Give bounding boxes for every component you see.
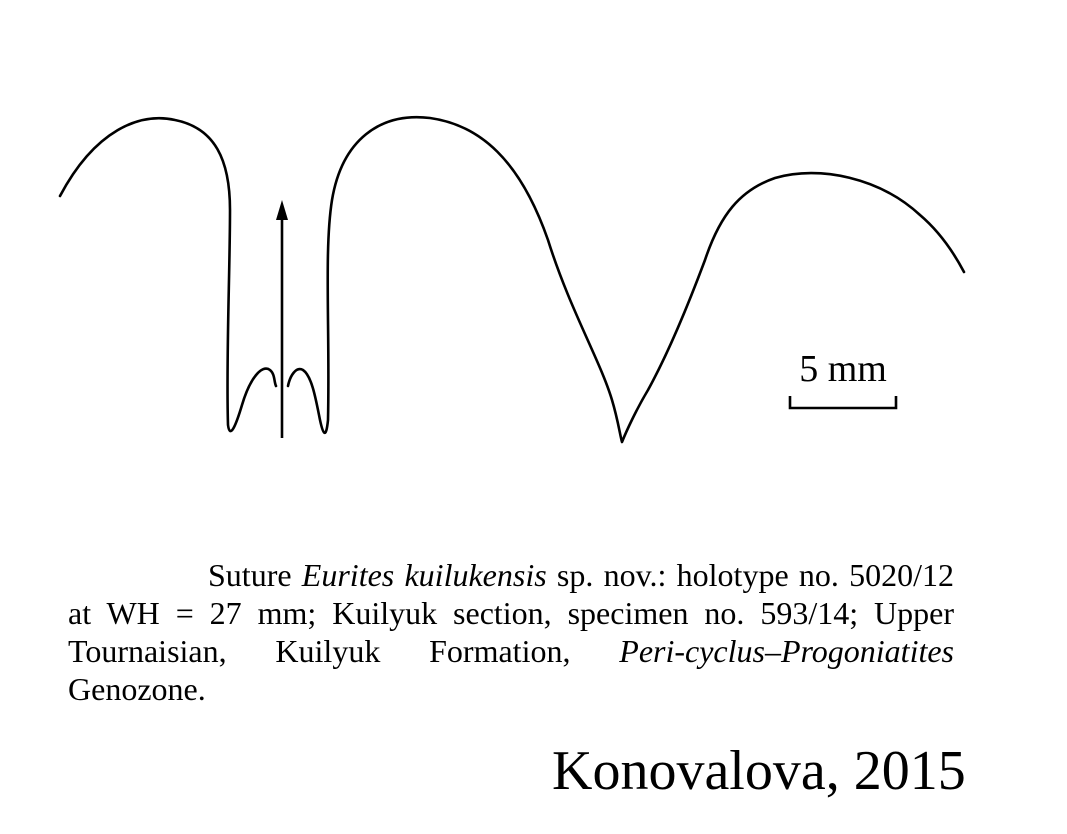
scale-bar: 5 mm xyxy=(788,348,898,410)
caption-zone-name: Peri-cyclus–Progoniatites xyxy=(619,633,954,669)
caption-text-3: Genozone. xyxy=(68,671,206,707)
caption-text-2: sp. nov.: holotype no. 5020/12 at WH = 2… xyxy=(68,557,955,669)
venter-arrow-head xyxy=(276,200,288,220)
suture-line xyxy=(58,115,966,444)
figure-caption: Suture Eurites kuilukensis sp. nov.: hol… xyxy=(68,556,954,708)
caption-species-name: Eurites kuilukensis xyxy=(301,557,547,593)
suture-figure: 5 mm xyxy=(58,115,966,444)
source-credit: Konovalova, 2015 xyxy=(552,740,966,802)
scale-bar-label: 5 mm xyxy=(799,348,887,390)
caption-text-1: Suture xyxy=(208,557,302,593)
